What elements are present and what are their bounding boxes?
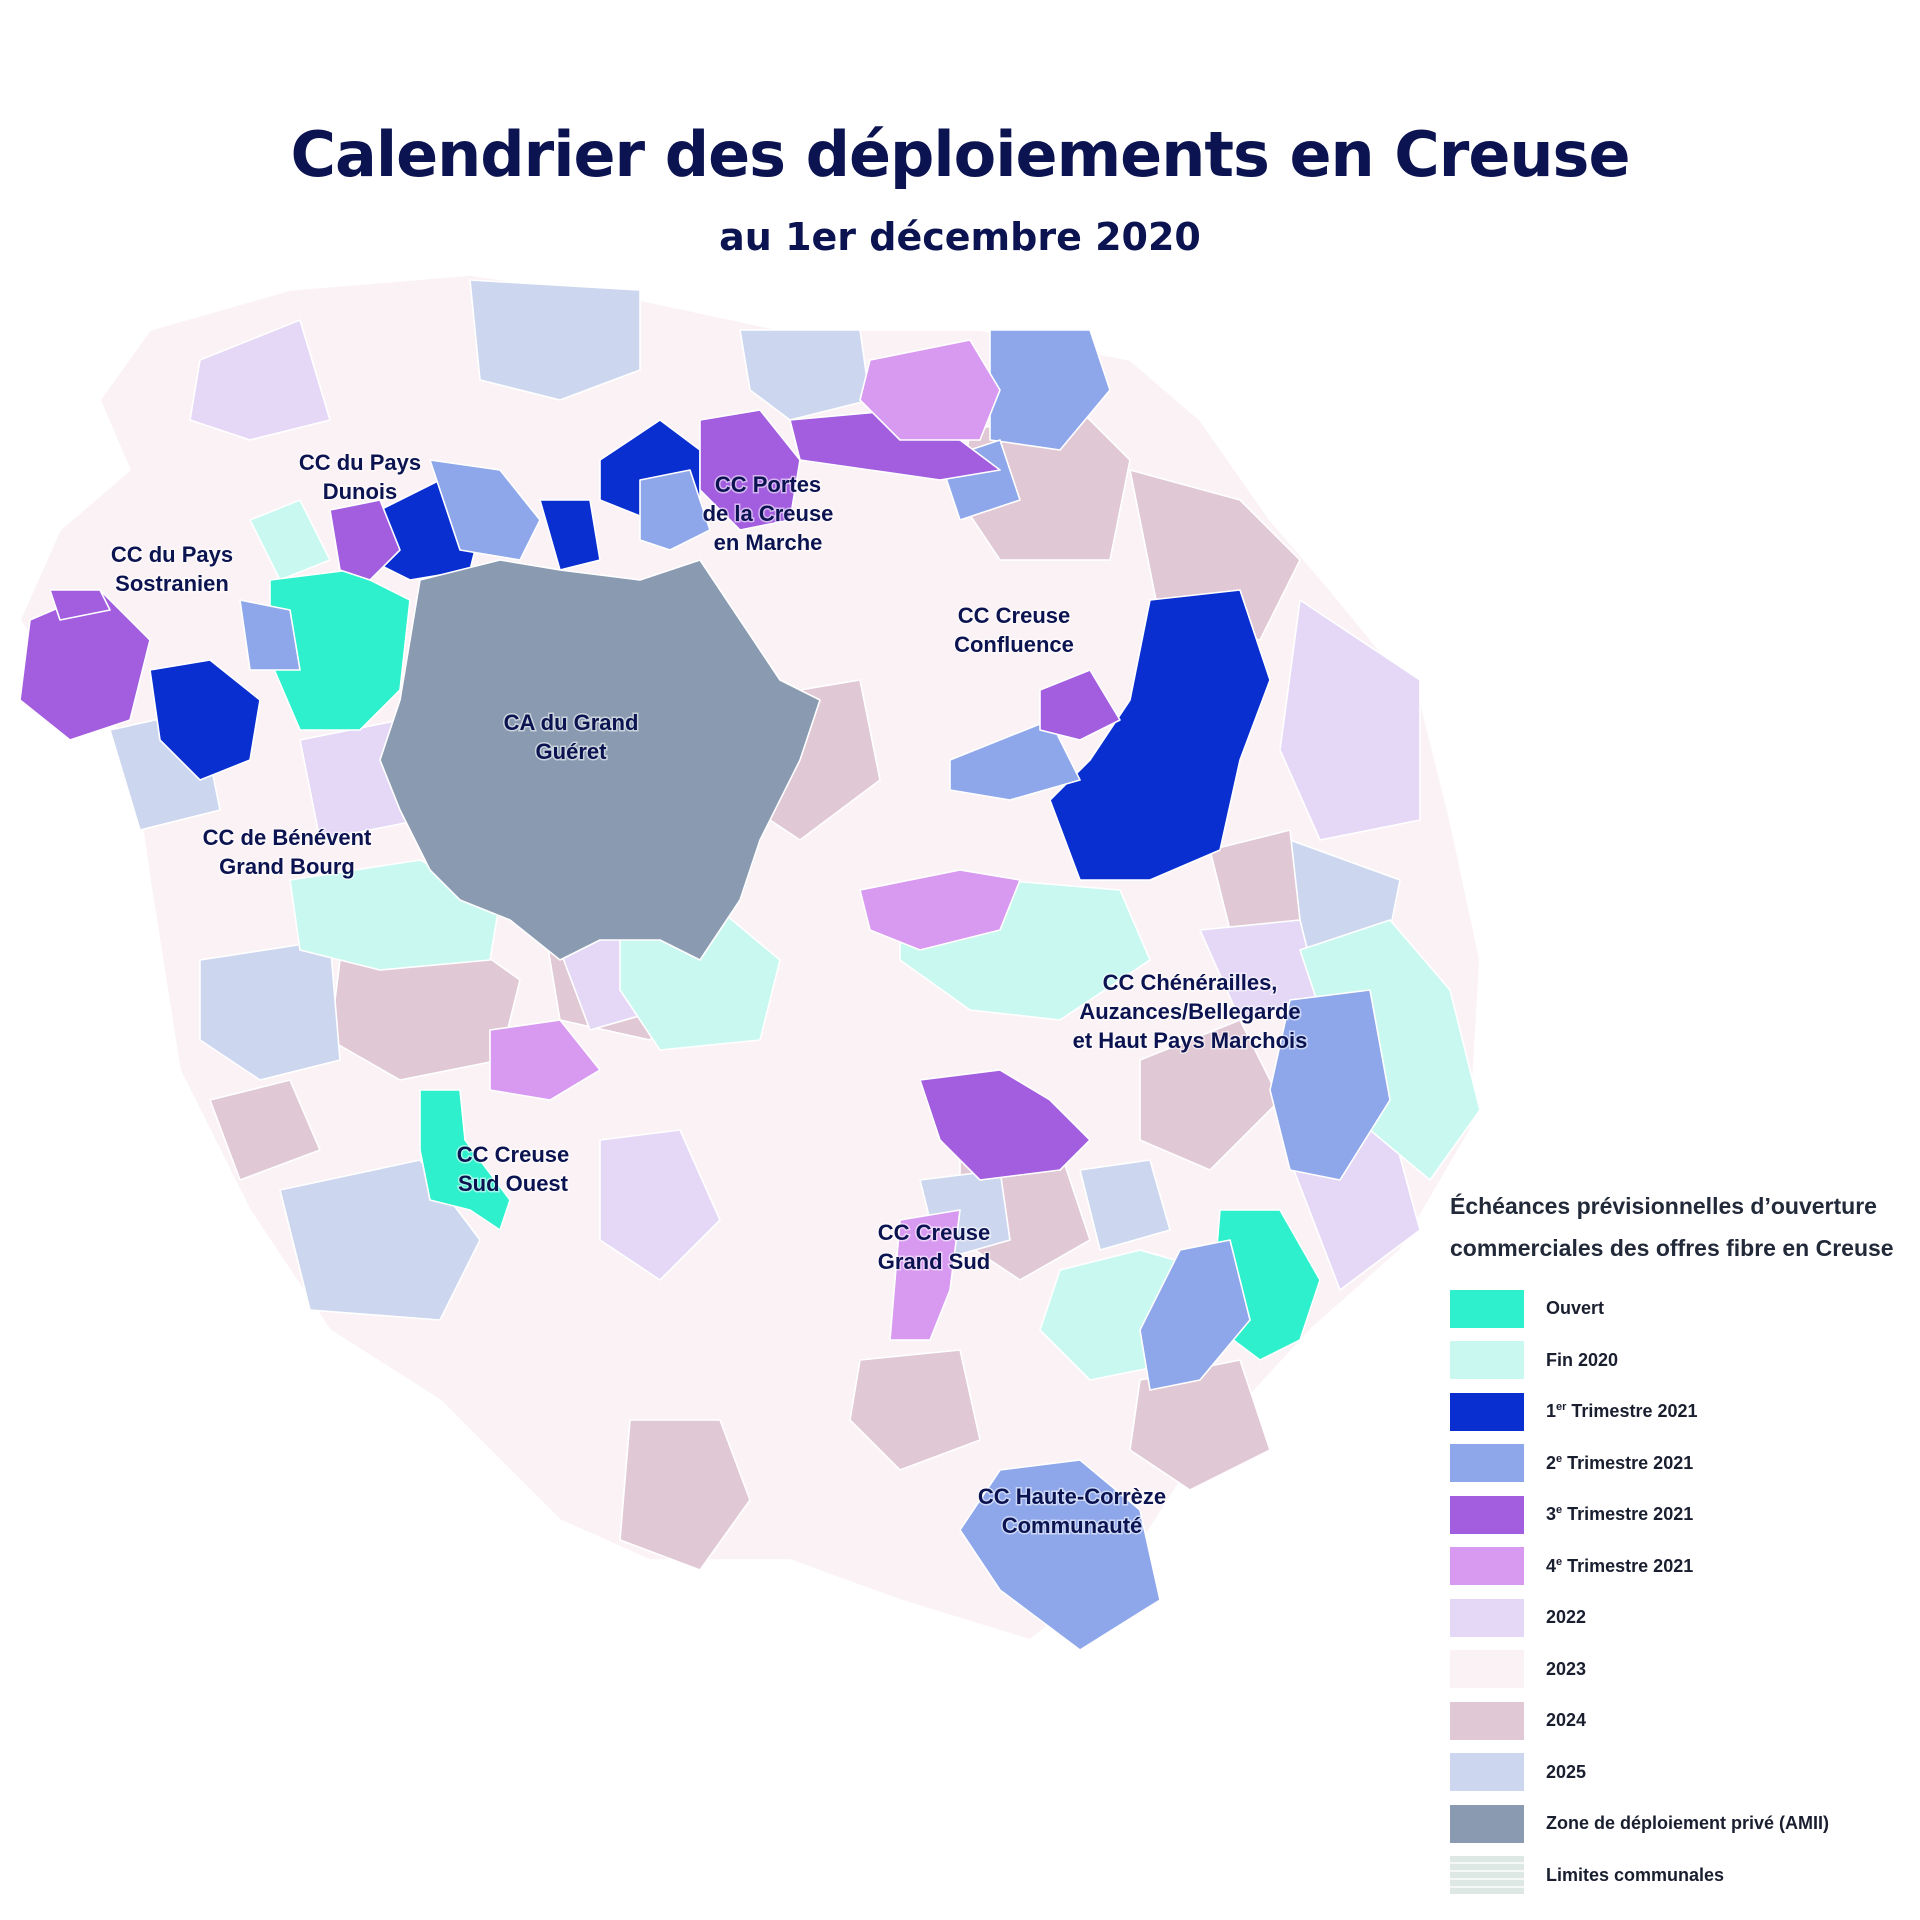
zone-t3_2021-55 [1039,669,1121,741]
zone-y2024-18 [1139,1019,1281,1171]
zone-t4_2021-57 [859,339,1001,441]
zone-t2_2021-41 [239,599,301,671]
legend-item: 2022 [1450,1592,1910,1644]
zone-y2025-0 [469,279,641,401]
zone-fin2020-32 [249,499,331,581]
legend-label: 1er Trimestre 2021 [1546,1401,1698,1422]
zone-y2025-2 [739,329,871,421]
zone-t2_2021-46 [949,719,1081,801]
legend-swatch [1450,1753,1524,1792]
zone-t1_2021-36 [149,659,261,781]
zone-t2_2021-49 [959,1459,1161,1651]
legend-swatch [1450,1547,1524,1586]
zone-amii-61 [379,559,821,961]
zone-y2022-1 [189,319,331,441]
zone-y2025-19 [1079,1159,1171,1251]
legend-item: 2023 [1450,1644,1910,1696]
legend-label: 2022 [1546,1607,1587,1628]
zone-y2024-17 [1129,1359,1271,1491]
legend-swatch [1450,1392,1524,1431]
legend-item: Fin 2020 [1450,1335,1910,1387]
legend-item: 4e Trimestre 2021 [1450,1541,1910,1593]
zone-ouvert-34 [419,1089,511,1231]
legend-label: Limites communales [1546,1864,1725,1885]
zone-y2024-20 [209,1079,321,1181]
zone-t2_2021-42 [429,459,541,561]
legend-label: 2025 [1546,1761,1587,1782]
zone-t3_2021-53 [699,409,801,531]
zone-t2_2021-44 [989,329,1111,451]
region-label: CC Portes de la Creuse en Marche [703,472,834,555]
legend-title: Échéances prévisionnelles d’ouverture co… [1450,1193,1894,1261]
legend-swatch [1450,1598,1524,1637]
zone-t4_2021-60 [889,1209,961,1341]
region-label: CC de Bénévent Grand Bourg [203,825,372,879]
legend-swatch [1450,1289,1524,1328]
zone-t4_2021-58 [859,869,1021,951]
legend-label: Zone de déploiement privé (AMII) [1546,1813,1830,1834]
legend-swatch [1450,1856,1524,1895]
legend-label: Ouvert [1546,1298,1605,1319]
legend: Échéances prévisionnelles d’ouverture co… [1450,1185,1910,1901]
legend-items: Ouvert Fin 2020 1er Trimestre 2021 2e Trime… [1450,1283,1910,1901]
zone-t1_2021-38 [539,499,601,571]
map-region-labels: CC du Pays Dunois CC Portes de la Creuse en … [109,449,1309,1540]
region-label: CC Chénérailles, Auzances/Bellegarde et Ha… [1073,970,1308,1053]
legend-swatch [1450,1341,1524,1380]
legend-label: 2e Trimestre 2021 [1546,1452,1694,1473]
zone-y2024-14 [849,1349,981,1471]
zone-t2_2021-43 [639,469,711,551]
region-label: CC Creuse Sud Ouest [457,1142,569,1196]
legend-swatch [1450,1650,1524,1689]
region-label: CC du Pays Dunois [299,450,421,504]
zone-t3_2021-56 [919,1069,1091,1181]
legend-swatch [1450,1701,1524,1740]
legend-label: 2023 [1546,1658,1587,1679]
zone-t4_2021-59 [489,1019,601,1101]
region-label: CC Haute-Corrèze Communauté [978,1484,1166,1538]
region-label: CC du Pays Sostranien [111,542,233,596]
legend-item: 3e Trimestre 2021 [1450,1489,1910,1541]
map-subtitle: au 1er décembre 2020 [719,215,1201,259]
zone-y2024-13 [619,1419,751,1571]
zone-t2_2021-47 [1269,989,1391,1181]
legend-swatch [1450,1444,1524,1483]
zone-y2022-12 [599,1129,721,1281]
legend-label: 3e Trimestre 2021 [1546,1504,1694,1525]
legend-item: 2024 [1450,1695,1910,1747]
zone-t2_2021-48 [1139,1239,1251,1391]
zone-t3_2021-51 [49,589,111,621]
region-label: CC Creuse Confluence [954,603,1074,657]
zone-t3_2021-52 [329,499,401,581]
legend-item: 2e Trimestre 2021 [1450,1438,1910,1490]
map-title: Calendrier des déploiements en Creuse [290,118,1631,191]
legend-label: 4e Trimestre 2021 [1546,1555,1694,1576]
zone-t1_2021-40 [1049,589,1271,881]
legend-label: Fin 2020 [1546,1349,1619,1370]
region-label: CC Creuse Grand Sud [878,1220,990,1274]
region-label: CA du Grand Guéret [504,710,639,764]
map-zones [19,274,1481,1651]
legend-label: 2024 [1546,1710,1587,1731]
legend-item: Ouvert [1450,1283,1910,1335]
legend-item: 1er Trimestre 2021 [1450,1386,1910,1438]
legend-item: 2025 [1450,1747,1910,1799]
legend-item: Zone de déploiement privé (AMII) [1450,1798,1910,1850]
legend-item: Limites communales [1450,1850,1910,1902]
legend-swatch [1450,1804,1524,1843]
zone-y2022-5 [1279,599,1421,841]
legend-swatch [1450,1495,1524,1534]
